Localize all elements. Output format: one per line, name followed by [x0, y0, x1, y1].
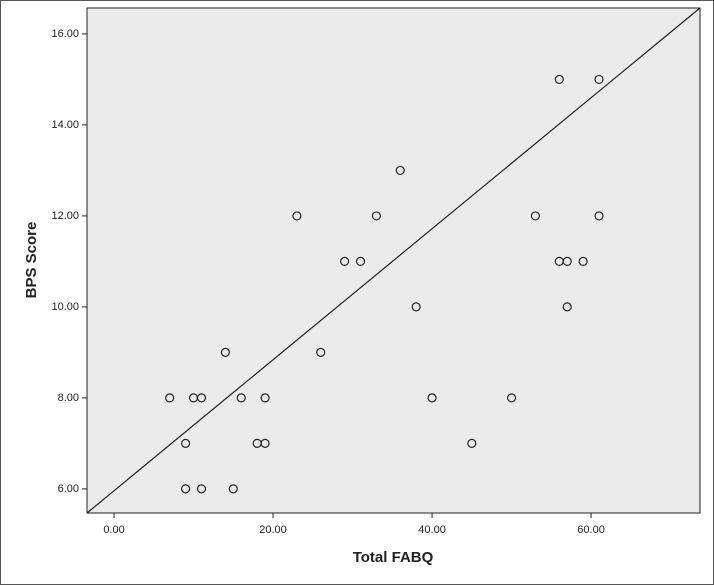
- point: [467, 438, 477, 448]
- point: [165, 393, 175, 403]
- point: [220, 347, 230, 358]
- point: [594, 211, 604, 221]
- point: [530, 211, 541, 221]
- x-tick-label: 60.00: [577, 524, 605, 536]
- y-tick-label: 6.00: [58, 483, 79, 495]
- x-tick-label: 0.00: [103, 524, 124, 536]
- x-axis-label: Total FABQ: [353, 549, 434, 566]
- y-tick-label: 16.00: [51, 28, 79, 40]
- point: [340, 256, 350, 267]
- fit-line: [86, 7, 701, 514]
- point: [260, 393, 270, 403]
- y-axis-label: BPS Score: [23, 222, 40, 299]
- point: [180, 438, 191, 448]
- x-tick-label: 40.00: [418, 524, 446, 536]
- point: [196, 393, 207, 403]
- point: [236, 393, 246, 403]
- point: [578, 256, 588, 267]
- point: [411, 302, 421, 312]
- point: [196, 484, 207, 494]
- y-tick-label: 14.00: [51, 119, 79, 131]
- point: [427, 393, 437, 403]
- point: [594, 74, 604, 85]
- point: [554, 74, 564, 85]
- y-tick-label: 10.00: [51, 301, 79, 313]
- point: [260, 438, 270, 448]
- x-tick-label: 20.00: [259, 524, 287, 536]
- point: [292, 211, 302, 221]
- y-tick-label: 12.00: [51, 210, 79, 222]
- point: [228, 484, 238, 494]
- y-tick-label: 8.00: [58, 392, 79, 404]
- point: [180, 484, 191, 494]
- point: [562, 302, 572, 312]
- point: [371, 211, 382, 221]
- point: [562, 256, 572, 267]
- point: [316, 347, 326, 358]
- point: [395, 165, 405, 176]
- point: [506, 393, 517, 403]
- point: [355, 256, 366, 267]
